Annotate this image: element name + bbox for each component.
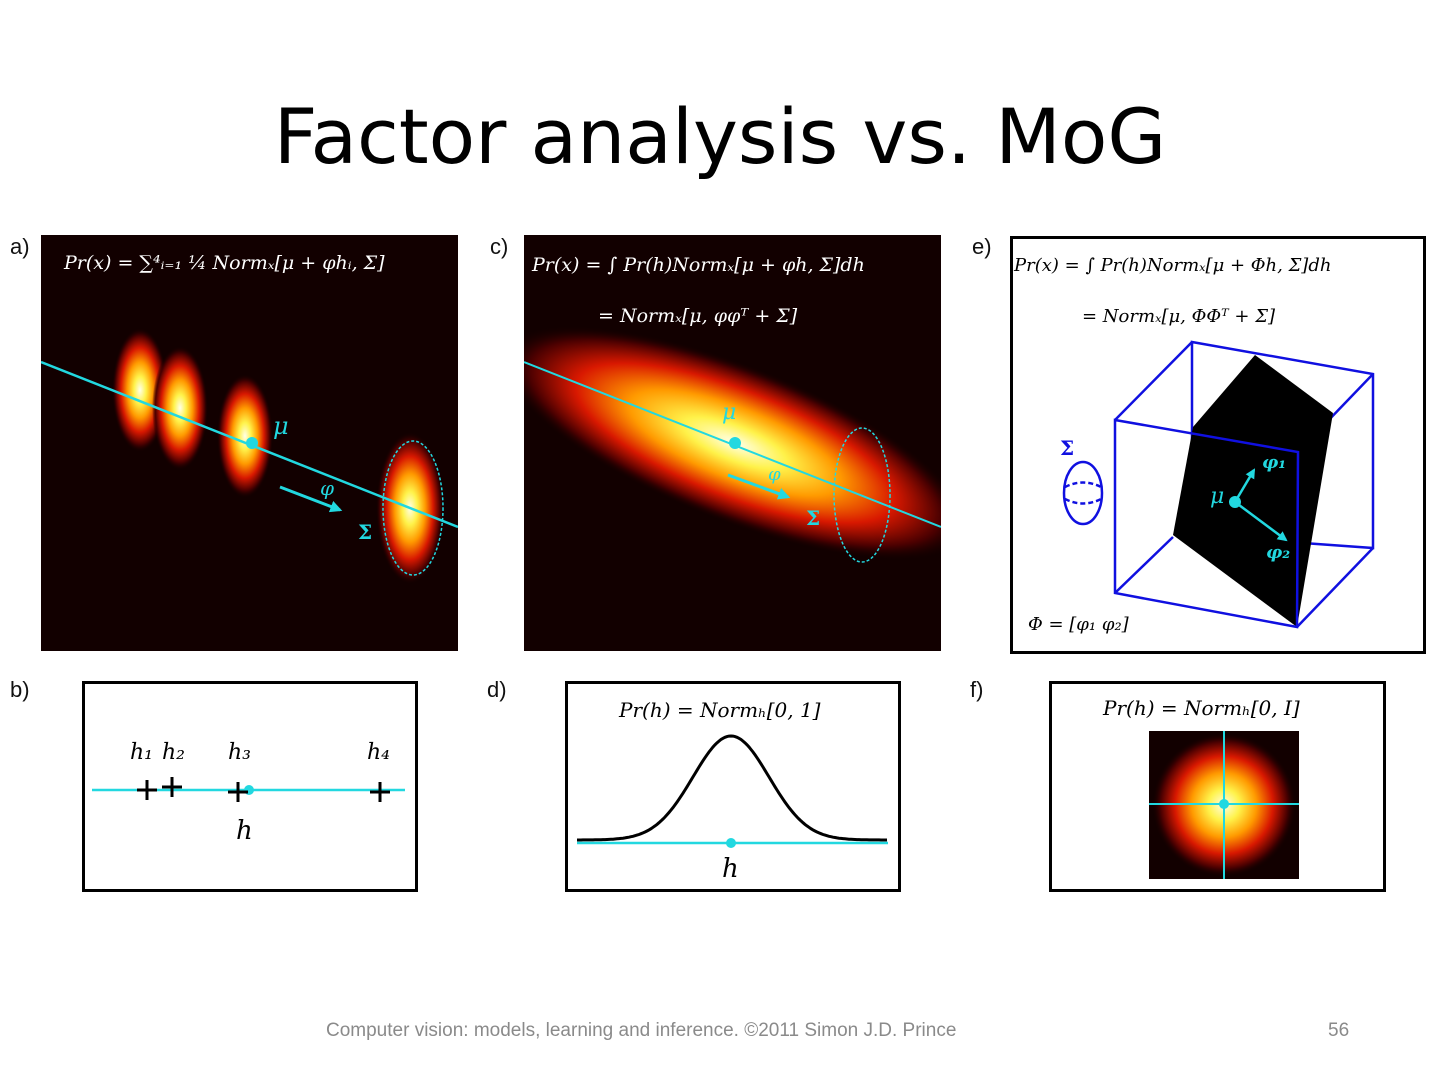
subspace-plane: [1173, 355, 1333, 627]
prior-curve: [577, 734, 887, 842]
mu-label: μ: [273, 412, 289, 440]
formula-c-line1: Pr(x) = ∫ Pr(h)Normₓ[μ + φh, Σ]dh: [532, 254, 865, 276]
panel-label-c: c): [490, 234, 509, 259]
panel-b-discrete-h: [82, 681, 418, 892]
panel-e-3d-subspace: [1010, 236, 1426, 654]
formula-e-line1: Pr(x) = ∫ Pr(h)Normₓ[μ + Φh, Σ]dh: [1014, 255, 1332, 276]
phi1-label: φ₁: [1262, 452, 1287, 473]
phi1-arrow: [1233, 468, 1256, 503]
sigma-label: Σ: [358, 520, 373, 544]
panel-label-d: d): [487, 677, 507, 702]
h1-label: h₁: [130, 740, 153, 765]
phi2-arrow: [1234, 500, 1288, 542]
h3-marker: [228, 782, 248, 802]
formula-c-line2: = Normₓ[μ, φφᵀ + Σ]: [598, 305, 798, 327]
page-number: 56: [1328, 1020, 1350, 1041]
mean-point: [729, 437, 741, 449]
panel-a-mog-density: [41, 235, 458, 651]
phi-label: φ: [768, 464, 781, 485]
panel-label-e: e): [972, 234, 992, 259]
gaussian-component-3: [217, 374, 273, 498]
slide-title: Factor analysis vs. MoG: [273, 92, 1167, 181]
mu-label: μ: [722, 400, 737, 425]
formula-f: Pr(h) = Normₕ[0, I]: [1103, 696, 1300, 720]
panel-label-b: b): [10, 677, 30, 702]
h-axis-label: h: [236, 816, 253, 846]
panel-f-2d-prior: [1049, 681, 1386, 892]
phi-arrow: [279, 485, 343, 513]
phi2-label: φ₂: [1266, 542, 1291, 563]
h1-marker: [137, 780, 157, 800]
panel-d-continuous-prior: [565, 681, 901, 892]
panel-label-a: a): [10, 234, 30, 259]
h2-label: h₂: [162, 740, 185, 765]
slide-footer: Computer vision: models, learning and in…: [326, 1020, 957, 1041]
panel-label-f: f): [970, 677, 984, 702]
covariance-ellipse: [382, 440, 444, 576]
sigma-ellipsoid: [1062, 460, 1104, 526]
formula-e-line2: = Normₓ[μ, ΦΦᵀ + Σ]: [1082, 306, 1275, 327]
mean-point: [246, 437, 258, 449]
phi-arrow: [727, 473, 791, 500]
h2-marker: [162, 777, 182, 797]
gaussian-component-2: [152, 346, 208, 470]
mu-label: μ: [1210, 484, 1225, 509]
sigma-label: Σ: [1060, 436, 1075, 460]
phi-definition: Φ = [φ₁ φ₂]: [1028, 614, 1129, 635]
h-axis-label: h: [722, 854, 739, 884]
h4-label: h₄: [367, 740, 390, 765]
formula-a: Pr(x) = ∑⁴ᵢ₌₁ ¼ Normₓ[μ + φhᵢ, Σ]: [64, 252, 385, 274]
covariance-ellipse: [833, 427, 891, 563]
formula-d: Pr(h) = Normₕ[0, 1]: [619, 698, 821, 722]
h3-label: h₃: [228, 740, 251, 765]
h4-marker: [370, 782, 390, 802]
panel-c-fa-density: [524, 235, 941, 651]
phi-label: φ: [320, 476, 335, 500]
sigma-label: Σ: [806, 506, 821, 530]
